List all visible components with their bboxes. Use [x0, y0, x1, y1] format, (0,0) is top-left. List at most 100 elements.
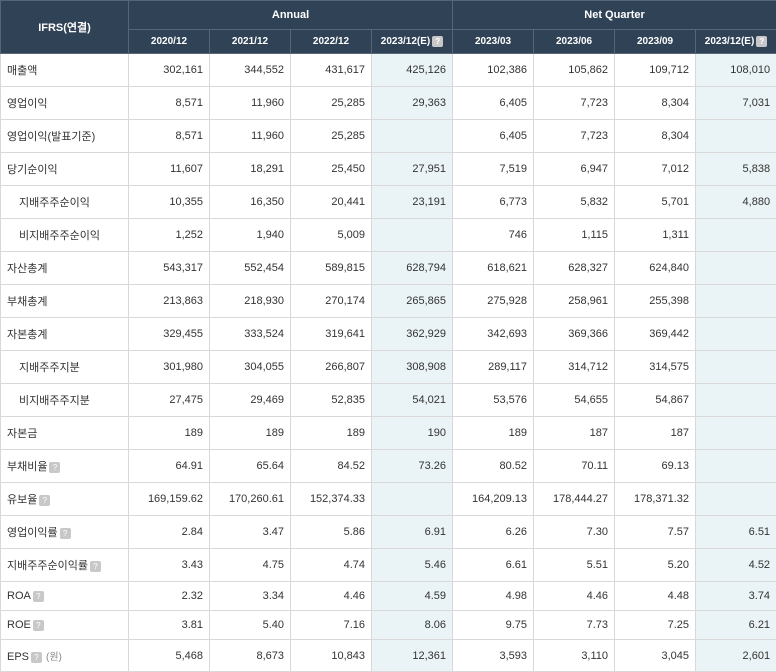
cell: 7,723 — [534, 120, 615, 153]
cell: 301,980 — [129, 351, 210, 384]
cell: 6.26 — [453, 516, 534, 549]
table-row: 영업이익(발표기준)8,57111,96025,2856,4057,7238,3… — [1, 120, 776, 153]
help-icon[interactable]: ? — [49, 462, 60, 473]
cell: 3.74 — [696, 582, 776, 611]
cell: 170,260.61 — [210, 483, 291, 516]
row-label: 영업이익률? — [1, 516, 129, 549]
cell: 369,442 — [615, 318, 696, 351]
row-label: 매출액 — [1, 54, 129, 87]
cell: 8,673 — [210, 640, 291, 672]
cell: 543,317 — [129, 252, 210, 285]
cell: 64.91 — [129, 450, 210, 483]
cell: 7,519 — [453, 153, 534, 186]
cell: 5.20 — [615, 549, 696, 582]
cell: 178,444.27 — [534, 483, 615, 516]
cell: 213,863 — [129, 285, 210, 318]
cell: 190 — [372, 417, 453, 450]
cell: 628,327 — [534, 252, 615, 285]
cell: 5.46 — [372, 549, 453, 582]
help-icon[interactable]: ? — [33, 591, 44, 602]
cell: 314,712 — [534, 351, 615, 384]
help-icon[interactable]: ? — [432, 36, 443, 47]
row-label: 당기순이익 — [1, 153, 129, 186]
row-label: 비지배주주지분 — [1, 384, 129, 417]
cell: 25,285 — [291, 120, 372, 153]
cell: 4.48 — [615, 582, 696, 611]
period-header: 2022/12 — [291, 30, 372, 54]
cell: 1,311 — [615, 219, 696, 252]
cell: 80.52 — [453, 450, 534, 483]
table-row: 영업이익률?2.843.475.866.916.267.307.576.51 — [1, 516, 776, 549]
help-icon[interactable]: ? — [90, 561, 101, 572]
cell: 169,159.62 — [129, 483, 210, 516]
cell: 152,374.33 — [291, 483, 372, 516]
cell: 53,576 — [453, 384, 534, 417]
cell: 3,110 — [534, 640, 615, 672]
cell: 25,450 — [291, 153, 372, 186]
cell: 333,524 — [210, 318, 291, 351]
cell: 4.52 — [696, 549, 776, 582]
cell: 16,350 — [210, 186, 291, 219]
cell: 54,021 — [372, 384, 453, 417]
help-icon[interactable]: ? — [31, 652, 42, 663]
cell — [696, 252, 776, 285]
cell: 5.40 — [210, 611, 291, 640]
cell: 52,835 — [291, 384, 372, 417]
cell: 108,010 — [696, 54, 776, 87]
cell: 6.21 — [696, 611, 776, 640]
period-header: 2023/03 — [453, 30, 534, 54]
cell: 10,355 — [129, 186, 210, 219]
cell — [696, 450, 776, 483]
cell: 23,191 — [372, 186, 453, 219]
cell: 7,723 — [534, 87, 615, 120]
cell: 189 — [129, 417, 210, 450]
cell: 3.47 — [210, 516, 291, 549]
cell: 8,571 — [129, 87, 210, 120]
cell: 7.73 — [534, 611, 615, 640]
group-annual: Annual — [129, 1, 453, 30]
cell: 628,794 — [372, 252, 453, 285]
cell: 4.59 — [372, 582, 453, 611]
help-icon[interactable]: ? — [33, 620, 44, 631]
cell: 54,655 — [534, 384, 615, 417]
cell: 329,455 — [129, 318, 210, 351]
row-label: 비지배주주순이익 — [1, 219, 129, 252]
table-header: IFRS(연결) Annual Net Quarter 2020/122021/… — [1, 1, 776, 54]
cell: 255,398 — [615, 285, 696, 318]
table-row: 비지배주주순이익1,2521,9405,0097461,1151,311 — [1, 219, 776, 252]
cell: 6,405 — [453, 87, 534, 120]
cell: 164,209.13 — [453, 483, 534, 516]
cell: 275,928 — [453, 285, 534, 318]
cell: 431,617 — [291, 54, 372, 87]
table-row: 자본총계329,455333,524319,641362,929342,6933… — [1, 318, 776, 351]
period-header: 2021/12 — [210, 30, 291, 54]
cell: 9.75 — [453, 611, 534, 640]
row-label: 영업이익(발표기준) — [1, 120, 129, 153]
cell: 6.91 — [372, 516, 453, 549]
help-icon[interactable]: ? — [39, 495, 50, 506]
cell: 27,475 — [129, 384, 210, 417]
row-label: 자산총계 — [1, 252, 129, 285]
unit-label: (원) — [46, 652, 62, 663]
row-label: EPS?(원) — [1, 640, 129, 672]
row-label: ROE? — [1, 611, 129, 640]
period-header: 2023/06 — [534, 30, 615, 54]
cell: 7.16 — [291, 611, 372, 640]
cell: 84.52 — [291, 450, 372, 483]
row-label: 부채비율? — [1, 450, 129, 483]
cell: 6,773 — [453, 186, 534, 219]
cell: 6,947 — [534, 153, 615, 186]
cell: 5,701 — [615, 186, 696, 219]
cell: 4,880 — [696, 186, 776, 219]
cell: 5,468 — [129, 640, 210, 672]
cell: 7,031 — [696, 87, 776, 120]
cell: 7.25 — [615, 611, 696, 640]
cell: 265,865 — [372, 285, 453, 318]
financial-table: IFRS(연결) Annual Net Quarter 2020/122021/… — [0, 0, 776, 672]
cell: 1,115 — [534, 219, 615, 252]
table-row: 부채비율?64.9165.6484.5273.2680.5270.1169.13 — [1, 450, 776, 483]
help-icon[interactable]: ? — [756, 36, 767, 47]
cell: 314,575 — [615, 351, 696, 384]
row-label: 지배주주순이익률? — [1, 549, 129, 582]
help-icon[interactable]: ? — [60, 528, 71, 539]
